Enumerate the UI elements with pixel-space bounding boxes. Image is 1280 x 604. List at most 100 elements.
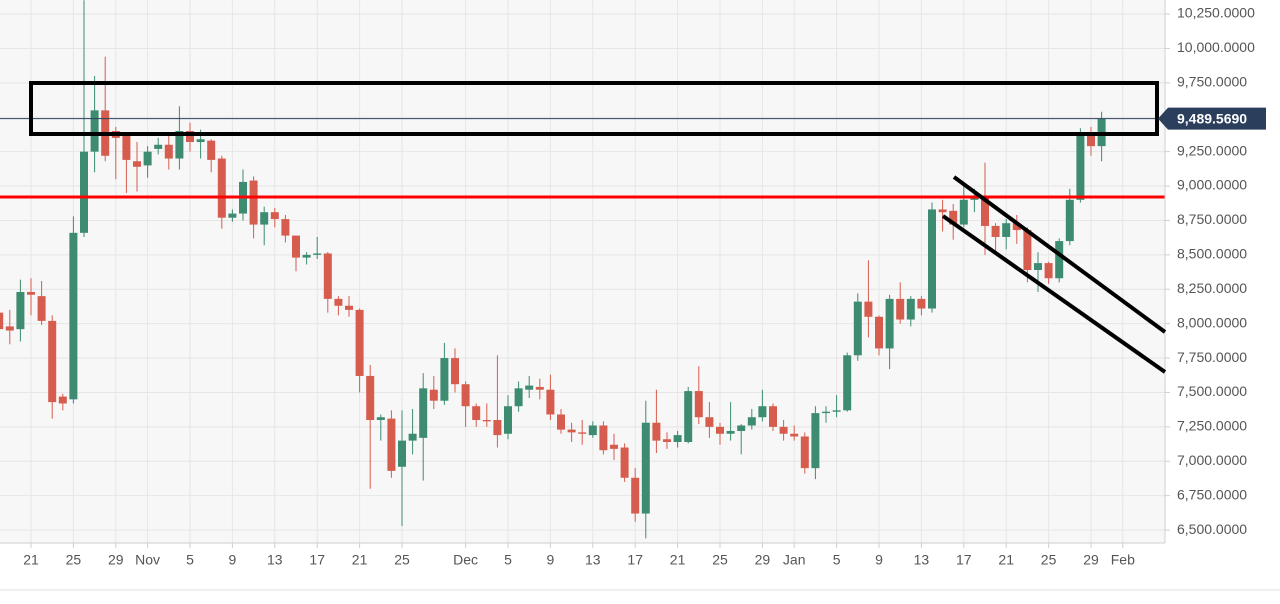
candle-body	[482, 419, 491, 422]
candle-body	[1076, 132, 1085, 200]
candle-body	[1002, 223, 1011, 237]
candle-body	[16, 292, 25, 330]
candle-body	[429, 389, 438, 401]
y-tick-label: 9,000.0000	[1177, 177, 1247, 193]
candle-body	[938, 209, 947, 213]
x-tick-label: 29	[1083, 552, 1099, 568]
candle-body	[1023, 230, 1032, 270]
y-tick-label: 9,250.0000	[1177, 142, 1247, 158]
y-tick-label: 10,000.0000	[1177, 39, 1255, 55]
candle-body	[90, 110, 99, 152]
candle-body	[143, 151, 152, 166]
candle-body	[535, 386, 544, 390]
x-tick-label: 21	[998, 552, 1014, 568]
candle-body	[546, 389, 555, 415]
x-tick-label: Feb	[1111, 552, 1135, 568]
x-tick-label: 13	[267, 552, 283, 568]
candle-body	[164, 144, 173, 159]
x-tick-label: 17	[627, 552, 643, 568]
candle-body	[451, 358, 459, 385]
x-tick-label: Jan	[783, 552, 806, 568]
candle-body	[58, 396, 67, 404]
x-tick-label: 29	[755, 552, 771, 568]
candle-body	[37, 296, 46, 321]
candle-body	[186, 131, 194, 143]
candle-body	[684, 391, 693, 442]
candle-body	[610, 444, 618, 449]
candle-body	[716, 426, 724, 434]
candle-body	[588, 425, 597, 436]
candle-body	[323, 253, 332, 299]
y-tick-label: 8,500.0000	[1177, 246, 1247, 262]
channel-upper	[952, 175, 1167, 334]
x-tick-label: 29	[108, 552, 124, 568]
x-tick-label: 13	[585, 552, 601, 568]
candle-body	[843, 355, 852, 411]
candle-body	[80, 151, 88, 233]
x-tick-label: 25	[1041, 552, 1057, 568]
candle-body	[281, 219, 290, 236]
candle-body	[885, 298, 894, 349]
x-tick-label: Dec	[453, 552, 478, 568]
candle-body	[292, 235, 300, 258]
channel-lower	[941, 214, 1167, 374]
candle-body	[673, 435, 682, 442]
candle-body	[249, 180, 258, 225]
candle-body	[1034, 263, 1042, 270]
candle-body	[705, 417, 714, 427]
candle-body	[313, 253, 322, 255]
candle-body	[652, 422, 661, 441]
x-tick-label: 5	[504, 552, 512, 568]
candle-body	[790, 433, 799, 437]
plot-background	[0, 0, 1165, 543]
y-tick-label: 8,000.0000	[1177, 314, 1247, 330]
candle-body	[504, 406, 512, 434]
x-tick-label: 9	[875, 552, 883, 568]
candle-body	[822, 411, 830, 414]
candle-body	[398, 440, 406, 467]
candle-body	[175, 131, 184, 159]
overlays	[0, 118, 1165, 199]
candle-body	[69, 232, 78, 400]
candle-body	[419, 388, 428, 438]
candle-body	[875, 316, 883, 349]
candle-body	[864, 301, 873, 317]
candle-body	[302, 254, 311, 258]
candle-body	[779, 426, 788, 434]
candle-body	[970, 198, 979, 200]
y-tick-label: 7,250.0000	[1177, 418, 1247, 434]
candles	[0, 0, 1106, 539]
candle-body	[599, 425, 608, 451]
candle-body	[620, 447, 629, 478]
candle-body	[949, 210, 958, 225]
candle-body	[376, 417, 385, 420]
candle-body	[345, 305, 353, 310]
candle-body	[1055, 241, 1064, 279]
y-tick-label: 6,500.0000	[1177, 521, 1247, 537]
candle-body	[758, 406, 767, 418]
y-tick-label: 8,750.0000	[1177, 211, 1247, 227]
candle-body	[769, 406, 777, 427]
candle-body	[270, 212, 279, 220]
y-tick-label: 10,250.0000	[1177, 5, 1255, 21]
candle-body	[514, 388, 523, 407]
x-tick-label: 25	[66, 552, 82, 568]
candle-body	[832, 410, 841, 412]
candle-body	[800, 436, 809, 469]
candle-body	[440, 358, 449, 401]
y-tick-label: 7,000.0000	[1177, 452, 1247, 468]
candle-body	[334, 298, 343, 306]
x-tick-label: 21	[23, 552, 39, 568]
candle-body	[525, 385, 534, 390]
candle-body	[387, 418, 396, 471]
y-tick-label: 7,500.0000	[1177, 383, 1247, 399]
candle-body	[747, 417, 756, 426]
x-tick-label: 9	[547, 552, 555, 568]
last-price-tag	[1158, 107, 1266, 130]
candle-body	[5, 326, 14, 331]
candle-body	[366, 375, 375, 420]
candle-body	[896, 298, 905, 320]
candle-body	[641, 422, 650, 514]
candle-body	[567, 429, 576, 433]
y-tick-label: 9,750.0000	[1177, 74, 1247, 90]
